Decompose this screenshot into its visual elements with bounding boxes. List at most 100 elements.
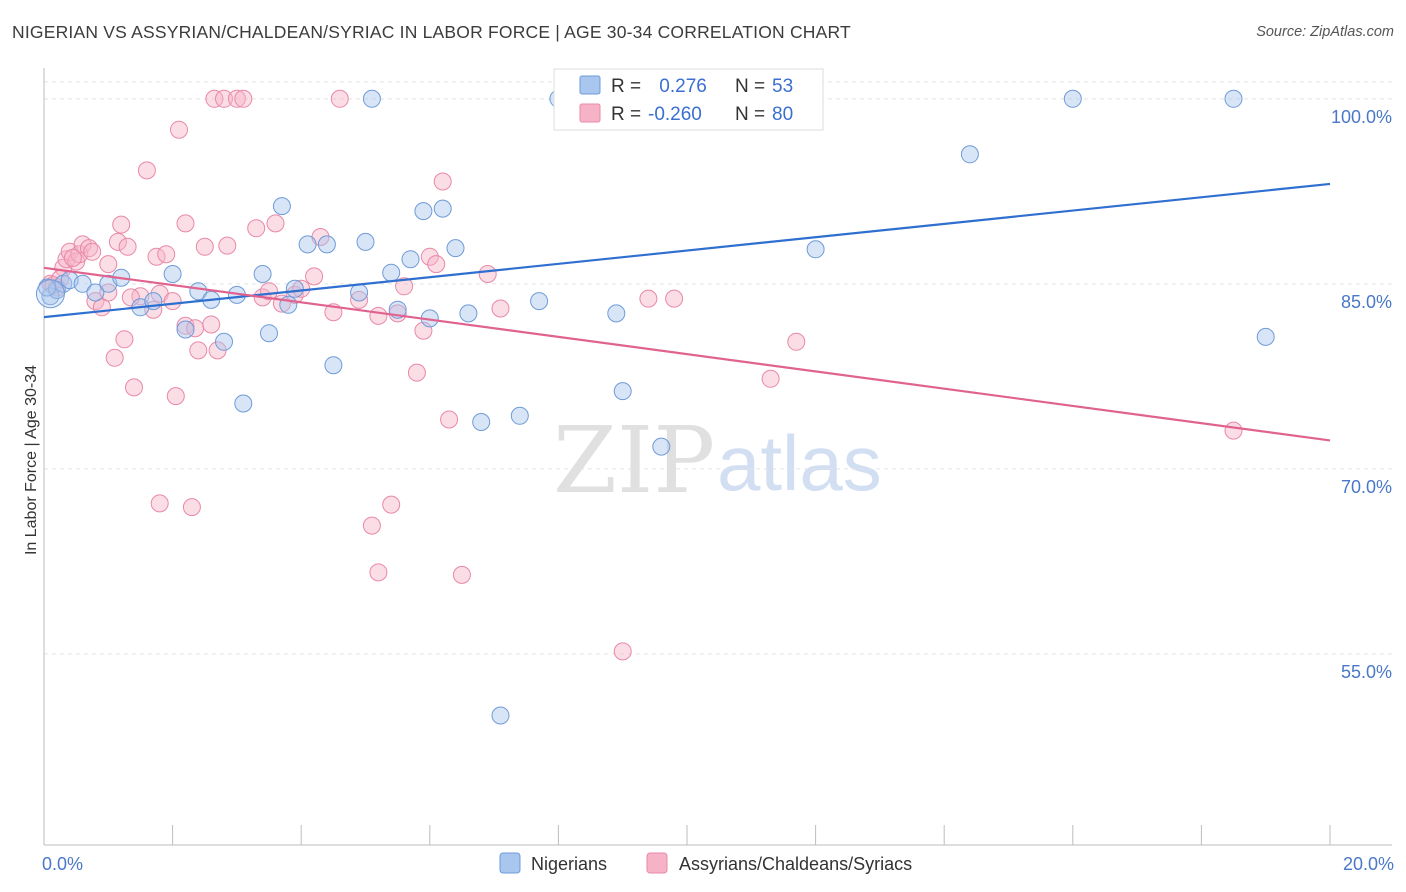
point-assyrians-60 xyxy=(407,363,426,382)
point-assyrians-53 xyxy=(350,290,369,309)
point-nigerians-22 xyxy=(298,235,317,254)
point-nigerians-30 xyxy=(401,250,420,269)
point-assyrians-70 xyxy=(639,289,658,308)
point-nigerians-19 xyxy=(272,197,291,216)
watermark: ZIP atlas xyxy=(553,407,882,514)
point-assyrians-62 xyxy=(420,247,439,266)
bottom-legend-swatch-nigerians xyxy=(499,852,521,874)
legend-swatch-nigerians xyxy=(579,75,601,95)
point-assyrians-33 xyxy=(189,341,208,360)
legend-n-label-assyrians: N = xyxy=(735,104,765,125)
bottom-legend-swatch-assyrians xyxy=(646,852,668,874)
legend-n-label-nigerians: N = xyxy=(735,76,765,97)
point-nigerians-39 xyxy=(530,292,549,311)
point-nigerians-24 xyxy=(324,356,343,375)
point-nigerians-26 xyxy=(356,232,375,251)
bottom-legend: Nigerians Assyrians/Chaldeans/Syriacs xyxy=(499,852,912,874)
point-nigerians-4 xyxy=(73,274,92,293)
point-nigerians-35 xyxy=(459,304,478,323)
point-nigerians-27 xyxy=(362,89,381,108)
point-assyrians-59 xyxy=(395,277,414,296)
gridlines xyxy=(44,81,1392,655)
point-nigerians-38 xyxy=(510,406,529,425)
point-assyrians-34 xyxy=(195,237,214,256)
point-assyrians-32 xyxy=(182,498,201,517)
point-assyrians-15 xyxy=(108,232,127,251)
point-nigerians-50 xyxy=(1224,89,1243,108)
point-assyrians-13 xyxy=(99,255,118,274)
point-assyrians-64 xyxy=(433,172,452,191)
point-nigerians-52 xyxy=(38,278,57,297)
point-assyrians-69 xyxy=(613,642,632,661)
legend-r-value-nigerians: 0.276 xyxy=(654,76,707,97)
point-assyrians-74 xyxy=(1224,421,1243,440)
legend-n-value-nigerians: 53 xyxy=(772,76,793,97)
series-assyrians-points xyxy=(41,89,1243,661)
point-assyrians-52 xyxy=(330,89,349,108)
y-axis-title: In Labor Force | Age 30-34 xyxy=(23,365,40,555)
x-tick-label-0: 0.0% xyxy=(42,854,83,874)
point-assyrians-14 xyxy=(105,348,124,367)
point-assyrians-65 xyxy=(440,410,459,429)
axes xyxy=(43,68,1392,846)
point-nigerians-25 xyxy=(350,283,369,302)
point-nigerians-10 xyxy=(163,265,182,283)
y-tick-label-0: 100.0% xyxy=(1331,107,1392,127)
trend-lines xyxy=(43,182,1331,442)
point-assyrians-25 xyxy=(150,494,169,513)
point-assyrians-41 xyxy=(234,89,253,108)
point-nigerians-33 xyxy=(433,199,452,218)
point-assyrians-35 xyxy=(202,315,221,334)
point-nigerians-37 xyxy=(491,706,510,725)
point-assyrians-21 xyxy=(137,161,156,180)
point-assyrians-79 xyxy=(186,319,205,338)
legend-r-label-nigerians: R = xyxy=(611,76,641,97)
point-nigerians-43 xyxy=(652,437,671,456)
watermark-atlas: atlas xyxy=(717,419,882,507)
point-assyrians-54 xyxy=(362,516,381,535)
point-assyrians-78 xyxy=(121,288,140,307)
point-nigerians-36 xyxy=(472,413,491,431)
point-assyrians-17 xyxy=(115,330,134,349)
point-assyrians-63 xyxy=(427,255,446,274)
point-nigerians-31 xyxy=(414,202,433,221)
y-tick-label-2: 70.0% xyxy=(1341,477,1392,497)
y-tick-label-1: 85.0% xyxy=(1341,292,1392,312)
chart-source: Source: ZipAtlas.com xyxy=(1256,24,1394,40)
point-assyrians-9 xyxy=(83,242,102,261)
point-assyrians-57 xyxy=(382,495,401,514)
legend-r-value-assyrians: -0.260 xyxy=(648,104,702,125)
point-assyrians-77 xyxy=(63,248,82,267)
legend-n-value-assyrians: 80 xyxy=(772,104,793,125)
trend-line-nigerians xyxy=(43,182,1331,319)
point-nigerians-34 xyxy=(446,239,465,258)
point-nigerians-21 xyxy=(285,279,304,298)
point-assyrians-39 xyxy=(218,236,237,255)
point-nigerians-47 xyxy=(806,240,825,259)
point-nigerians-48 xyxy=(960,145,979,164)
point-nigerians-cluster xyxy=(35,279,65,309)
point-nigerians-14 xyxy=(215,332,233,351)
trend-line-assyrians xyxy=(43,266,1331,442)
point-assyrians-26 xyxy=(157,245,176,264)
point-nigerians-51 xyxy=(1256,327,1275,346)
point-nigerians-28 xyxy=(382,263,401,282)
point-assyrians-27 xyxy=(163,292,182,311)
point-assyrians-36 xyxy=(205,89,224,108)
point-assyrians-40 xyxy=(227,89,246,108)
bottom-legend-label-assyrians: Assyrians/Chaldeans/Syriacs xyxy=(679,854,912,874)
y-tick-label-3: 55.0% xyxy=(1341,662,1392,682)
point-assyrians-31 xyxy=(176,214,195,233)
point-assyrians-42 xyxy=(247,219,266,238)
point-assyrians-66 xyxy=(452,565,471,584)
x-tick-labels: 0.0% 20.0% xyxy=(42,854,1394,874)
point-assyrians-68 xyxy=(491,299,510,318)
point-nigerians-41 xyxy=(607,304,626,323)
point-nigerians-5 xyxy=(86,283,105,302)
point-nigerians-18 xyxy=(260,324,278,343)
legend-swatch-assyrians xyxy=(579,103,601,123)
point-assyrians-45 xyxy=(266,214,285,233)
point-assyrians-28 xyxy=(166,387,185,406)
point-assyrians-19 xyxy=(125,378,143,397)
